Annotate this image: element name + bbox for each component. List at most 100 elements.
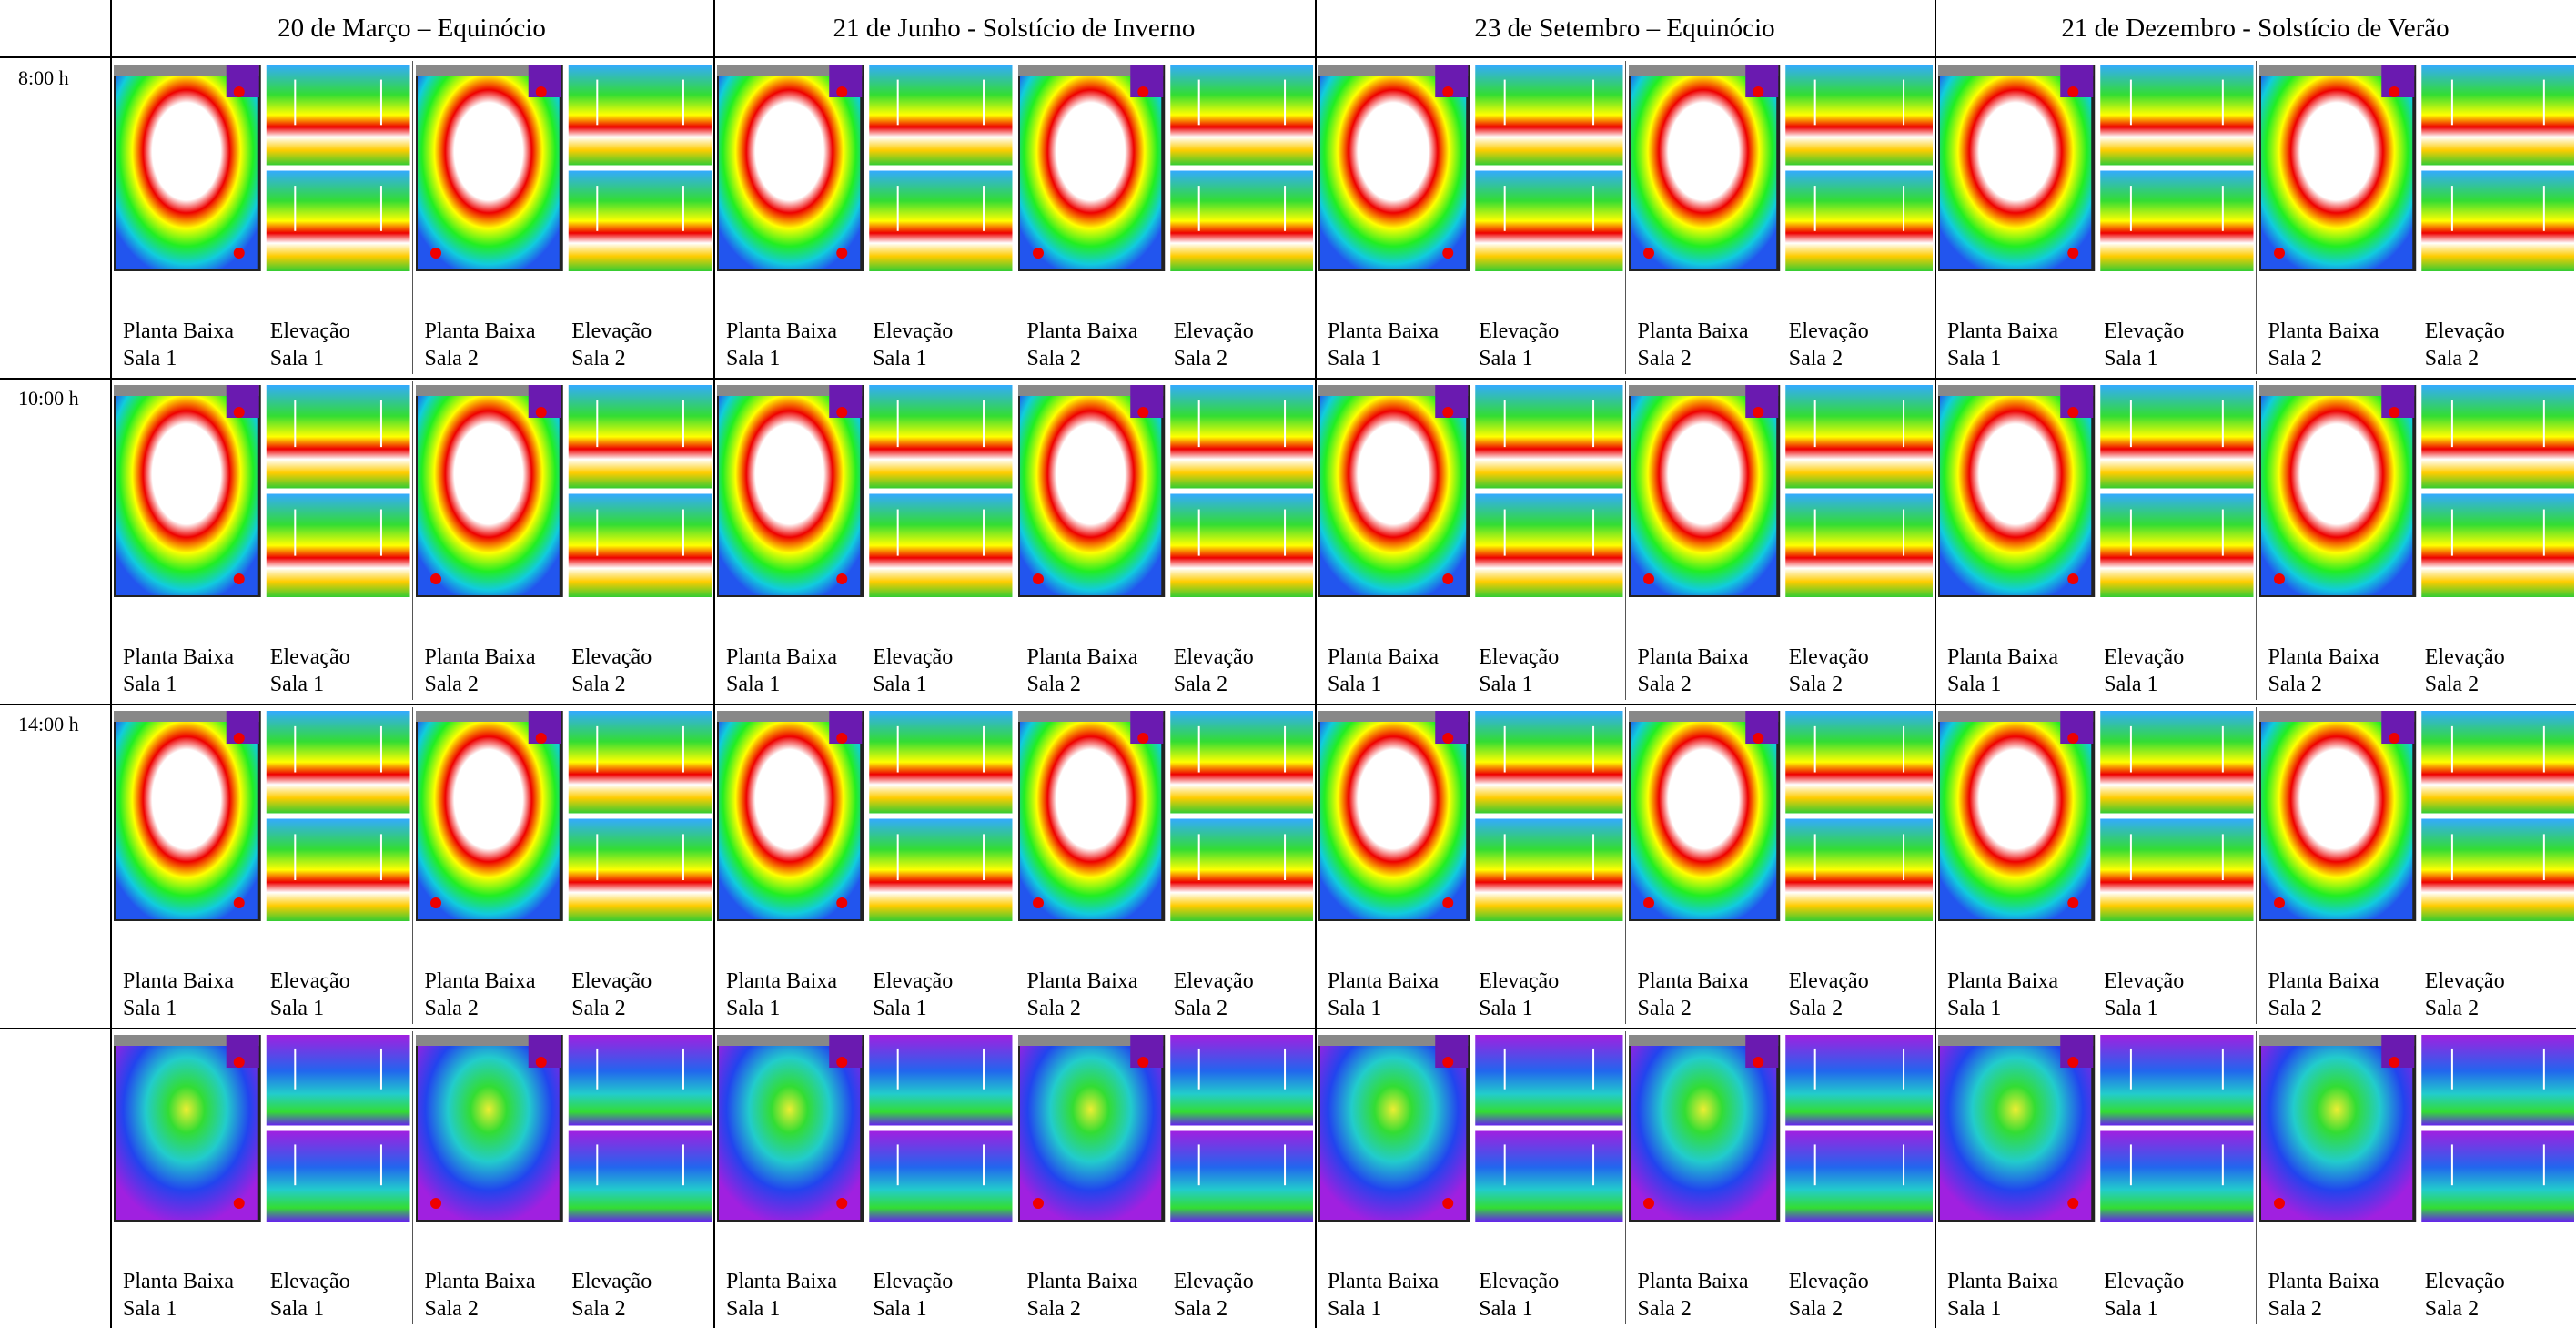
caption: Planta Baixa bbox=[726, 645, 837, 669]
caption: Sala 2 bbox=[2424, 1297, 2480, 1321]
heatmap-images bbox=[114, 385, 410, 597]
heatmap-images bbox=[1628, 1035, 1933, 1222]
caption: Elevação bbox=[2424, 969, 2505, 993]
caption: Sala 1 bbox=[873, 347, 927, 370]
caption: Sala 1 bbox=[269, 997, 325, 1020]
heatmap-images bbox=[1318, 385, 1623, 597]
caption: Elevação bbox=[2104, 969, 2185, 993]
column-header: 20 de Março – Equinócio bbox=[278, 14, 546, 43]
caption: Planta Baixa bbox=[123, 645, 234, 669]
caption: Elevação bbox=[269, 645, 350, 669]
caption: Planta Baixa bbox=[1637, 319, 1749, 343]
caption: Sala 2 bbox=[2268, 997, 2322, 1020]
caption: Sala 2 bbox=[1173, 1297, 1228, 1321]
caption: Elevação bbox=[1788, 1270, 1869, 1293]
caption: Planta Baixa bbox=[1947, 969, 2058, 993]
caption: Sala 1 bbox=[1947, 347, 2002, 370]
caption: Planta Baixa bbox=[1026, 645, 1138, 669]
caption: Elevação bbox=[1479, 1270, 1560, 1293]
cell-separator bbox=[1624, 707, 1626, 1024]
caption: Sala 1 bbox=[269, 347, 325, 370]
caption: Sala 1 bbox=[1947, 673, 2002, 696]
caption: Elevação bbox=[1788, 969, 1869, 993]
caption: Elevação bbox=[1788, 319, 1869, 343]
caption: Sala 1 bbox=[269, 1297, 325, 1321]
time-label: 10:00 h bbox=[18, 387, 79, 410]
heatmap-images bbox=[1318, 711, 1623, 921]
caption: Elevação bbox=[2104, 645, 2185, 669]
caption: Elevação bbox=[1479, 319, 1560, 343]
caption: Elevação bbox=[269, 1270, 350, 1293]
caption: Sala 1 bbox=[726, 673, 781, 696]
caption: Planta Baixa bbox=[2268, 969, 2379, 993]
caption: Sala 2 bbox=[1637, 1297, 1692, 1321]
caption: Planta Baixa bbox=[2268, 645, 2379, 669]
cell-separator bbox=[1624, 381, 1626, 700]
column-header: 23 de Setembro – Equinócio bbox=[1474, 14, 1775, 43]
caption: Sala 1 bbox=[1328, 673, 1382, 696]
row-separator bbox=[0, 378, 2576, 380]
caption: Planta Baixa bbox=[1637, 1270, 1749, 1293]
caption: Planta Baixa bbox=[726, 319, 837, 343]
caption: Elevação bbox=[571, 319, 652, 343]
caption: Sala 1 bbox=[1479, 673, 1533, 696]
column-separator bbox=[1315, 0, 1317, 1328]
heatmap-images bbox=[1017, 711, 1313, 921]
caption: Elevação bbox=[1173, 645, 1254, 669]
caption: Planta Baixa bbox=[2268, 1270, 2379, 1293]
caption: Sala 1 bbox=[123, 1297, 177, 1321]
heatmap-images bbox=[1628, 65, 1933, 271]
caption: Planta Baixa bbox=[424, 1270, 536, 1293]
caption: Sala 1 bbox=[726, 1297, 781, 1321]
caption: Planta Baixa bbox=[726, 1270, 837, 1293]
caption: Sala 1 bbox=[1479, 997, 1533, 1020]
caption: Elevação bbox=[269, 319, 350, 343]
caption: Sala 2 bbox=[1637, 673, 1692, 696]
heatmap-images bbox=[1318, 1035, 1623, 1222]
heatmap-images bbox=[114, 1035, 410, 1222]
cell-separator bbox=[411, 707, 413, 1024]
heatmap-images bbox=[1938, 385, 2254, 597]
cell-separator bbox=[411, 381, 413, 700]
caption: Elevação bbox=[1173, 969, 1254, 993]
caption: Elevação bbox=[269, 969, 350, 993]
caption: Sala 2 bbox=[1788, 997, 1844, 1020]
caption: Planta Baixa bbox=[1026, 969, 1138, 993]
caption: Sala 2 bbox=[2424, 673, 2480, 696]
caption: Sala 2 bbox=[1173, 673, 1228, 696]
row-separator bbox=[0, 56, 2576, 58]
caption: Sala 2 bbox=[1637, 997, 1692, 1020]
caption: Planta Baixa bbox=[424, 969, 536, 993]
caption: Sala 2 bbox=[1788, 347, 1844, 370]
cell-separator bbox=[411, 1031, 413, 1324]
column-separator bbox=[110, 0, 112, 1328]
caption: Elevação bbox=[873, 1270, 954, 1293]
heatmap-images bbox=[1017, 385, 1313, 597]
caption: Elevação bbox=[873, 969, 954, 993]
caption: Sala 2 bbox=[424, 1297, 479, 1321]
heatmap-images bbox=[415, 1035, 712, 1222]
caption: Sala 2 bbox=[1026, 997, 1081, 1020]
caption: Planta Baixa bbox=[123, 969, 234, 993]
cell-separator bbox=[1624, 1031, 1626, 1324]
caption: Planta Baixa bbox=[1328, 645, 1439, 669]
caption: Planta Baixa bbox=[1026, 1270, 1138, 1293]
caption: Sala 2 bbox=[1788, 1297, 1844, 1321]
caption: Planta Baixa bbox=[1026, 319, 1138, 343]
caption: Sala 2 bbox=[571, 673, 626, 696]
heatmap-images bbox=[717, 1035, 1013, 1222]
cell-separator bbox=[1624, 61, 1626, 374]
caption: Sala 2 bbox=[424, 997, 479, 1020]
caption: Sala 1 bbox=[1328, 997, 1382, 1020]
heatmap-images bbox=[1938, 65, 2254, 271]
heatmap-images bbox=[1628, 711, 1933, 921]
cell-separator bbox=[2255, 707, 2257, 1024]
cell-separator bbox=[2255, 61, 2257, 374]
caption: Elevação bbox=[1173, 1270, 1254, 1293]
heatmap-images bbox=[1017, 65, 1313, 271]
caption: Sala 2 bbox=[571, 997, 626, 1020]
heatmap-images bbox=[114, 711, 410, 921]
caption: Sala 1 bbox=[1328, 1297, 1382, 1321]
caption: Planta Baixa bbox=[1637, 969, 1749, 993]
caption: Planta Baixa bbox=[123, 1270, 234, 1293]
